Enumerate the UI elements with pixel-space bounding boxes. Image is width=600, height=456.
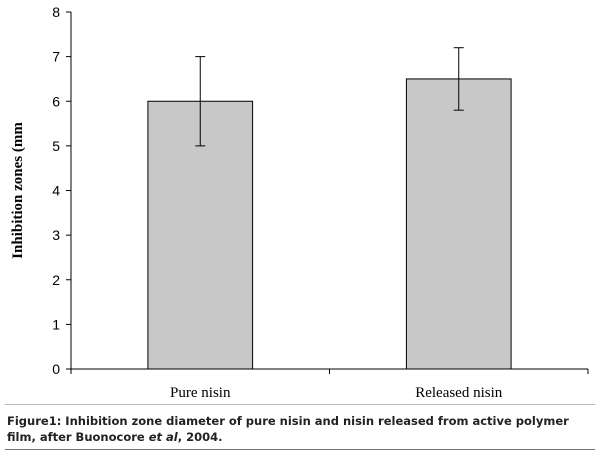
caption-prefix: Figure1: Inhibition zone diameter of pur… xyxy=(7,414,569,444)
figure-caption: Figure1: Inhibition zone diameter of pur… xyxy=(7,413,592,445)
bar-chart: 0 1 2 3 4 5 6 7 8 Pure nisin Released nisin Inhib… xyxy=(10,4,589,401)
x-axis-labels: Pure nisin Released nisin xyxy=(70,369,589,401)
error-bars-group xyxy=(195,47,464,147)
y-axis-title: Inhibition zones (mm xyxy=(10,122,26,259)
caption-suffix: , 2004. xyxy=(177,430,223,444)
caption-top-divider xyxy=(5,404,595,405)
caption-italic: et al xyxy=(148,430,178,444)
y-tick-label: 0 xyxy=(52,361,60,377)
y-tick-label: 7 xyxy=(52,49,60,65)
y-tick-label: 8 xyxy=(52,4,60,20)
y-axis-ticks: 0 1 2 3 4 5 6 7 8 xyxy=(52,4,71,377)
caption-bottom-divider xyxy=(5,449,595,450)
y-tick-label: 3 xyxy=(52,227,60,243)
x-category-label: Released nisin xyxy=(415,385,503,401)
y-tick-label: 4 xyxy=(52,183,60,199)
x-category-label: Pure nisin xyxy=(170,385,231,401)
bar-released-nisin xyxy=(405,78,512,370)
y-tick-label: 6 xyxy=(52,93,60,109)
y-tick-label: 1 xyxy=(52,316,60,332)
y-tick-label: 2 xyxy=(52,272,60,288)
y-tick-label: 5 xyxy=(52,138,60,154)
bars-group xyxy=(147,78,512,370)
